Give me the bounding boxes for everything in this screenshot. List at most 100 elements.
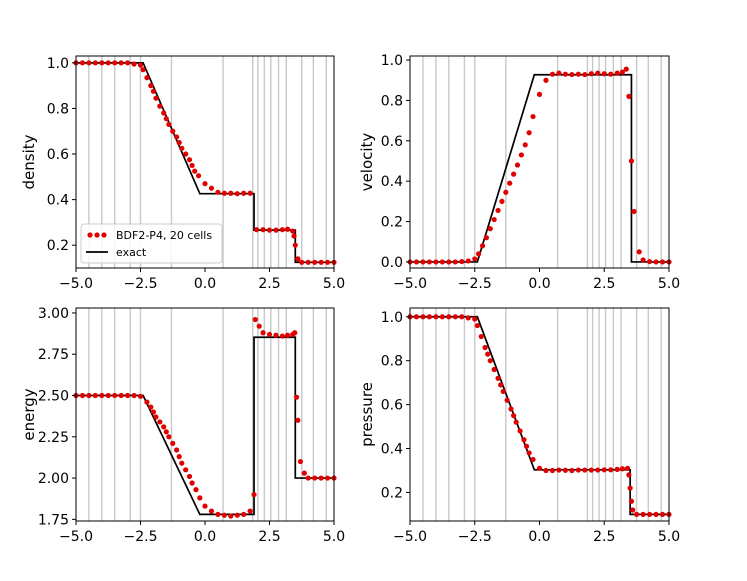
data-point xyxy=(144,75,150,81)
data-point xyxy=(125,60,131,66)
y-tick-label: 0.6 xyxy=(381,134,403,150)
legend-box xyxy=(80,223,223,264)
data-point xyxy=(472,316,478,322)
x-tick-label: 0.0 xyxy=(194,529,216,545)
data-point xyxy=(221,190,227,196)
data-point xyxy=(485,351,491,357)
data-point xyxy=(291,233,297,239)
panel-energy: −5.0 −2.5 0.0 2.5 5.0 1.75 2.00 2.25 2.50 2.75 3.0… xyxy=(20,306,345,545)
data-point xyxy=(234,512,240,518)
data-point xyxy=(305,475,311,481)
data-point xyxy=(543,77,549,83)
data-point xyxy=(653,259,659,265)
data-point xyxy=(569,467,575,474)
y-tick-label: 1.0 xyxy=(381,53,403,69)
data-point xyxy=(521,437,527,443)
x-tick-label: 2.5 xyxy=(258,276,280,292)
data-point xyxy=(208,185,215,191)
data-point xyxy=(195,173,202,179)
data-point xyxy=(523,443,530,449)
data-point xyxy=(446,259,452,265)
data-point xyxy=(118,60,124,66)
data-point xyxy=(144,399,150,405)
y-tick-label: 1.75 xyxy=(38,512,69,528)
data-point xyxy=(153,95,159,101)
data-point xyxy=(595,467,601,473)
x-tick-label: 5.0 xyxy=(323,529,345,545)
data-point xyxy=(284,332,291,338)
data-point xyxy=(179,460,185,466)
data-point xyxy=(627,485,633,491)
legend: BDF2-P4, 20 cells exact xyxy=(80,223,223,264)
data-point xyxy=(279,227,285,233)
data-point xyxy=(530,113,536,120)
data-point xyxy=(510,171,517,177)
data-point xyxy=(413,314,420,320)
data-point xyxy=(465,258,471,264)
data-point xyxy=(170,128,176,134)
data-point xyxy=(150,409,156,415)
data-point xyxy=(619,69,625,75)
data-point xyxy=(295,417,301,423)
data-point xyxy=(228,190,234,196)
data-point xyxy=(186,473,193,480)
data-point xyxy=(420,314,426,320)
data-point xyxy=(659,511,666,518)
data-point xyxy=(630,507,636,513)
y-tick-label: 0.2 xyxy=(381,215,403,231)
y-tick-label: 0.6 xyxy=(381,398,403,414)
data-point xyxy=(215,189,221,195)
data-point xyxy=(192,168,198,174)
data-point xyxy=(318,475,324,481)
legend-marker-dots xyxy=(94,232,100,238)
data-point xyxy=(174,134,180,140)
data-point xyxy=(254,227,260,233)
data-point xyxy=(197,495,203,501)
data-point xyxy=(459,314,465,320)
y-tick-label: 0.4 xyxy=(381,442,403,458)
x-tick-label: 2.5 xyxy=(593,276,615,292)
x-tick-label: 2.5 xyxy=(593,529,615,545)
data-point xyxy=(582,71,588,78)
exact-line xyxy=(76,336,334,516)
data-point xyxy=(131,61,137,67)
data-point xyxy=(426,259,433,265)
data-point xyxy=(472,256,478,262)
data-point xyxy=(318,259,324,265)
data-point xyxy=(189,480,195,486)
data-point xyxy=(562,467,569,473)
x-tick-label: −2.5 xyxy=(124,529,158,545)
data-point xyxy=(619,466,625,472)
data-point xyxy=(495,207,501,214)
data-point xyxy=(247,508,253,514)
x-tick-label: −2.5 xyxy=(458,276,492,292)
data-point xyxy=(252,316,258,323)
y-tick-label: 2.50 xyxy=(38,389,69,405)
data-point xyxy=(522,142,528,148)
data-point xyxy=(433,314,439,320)
data-point xyxy=(503,189,509,195)
x-tick-label: −5.0 xyxy=(59,529,93,545)
data-point xyxy=(646,511,653,518)
data-point xyxy=(420,259,426,265)
x-tick-label: −5.0 xyxy=(393,276,427,292)
data-point xyxy=(465,315,471,321)
legend-label: BDF2-P4, 20 cells xyxy=(116,229,212,242)
data-point xyxy=(202,503,208,509)
data-point xyxy=(500,388,506,395)
data-point xyxy=(631,208,637,215)
data-point xyxy=(193,487,199,493)
data-point xyxy=(176,454,182,460)
data-point xyxy=(614,466,620,472)
panel-density: −5.0 −2.5 0.0 2.5 5.0 0.2 0.4 0.6 0.8 1.0 density B… xyxy=(20,55,345,292)
y-tick-label: 0.0 xyxy=(381,255,403,271)
y-axis-label: energy xyxy=(20,388,38,440)
data-point xyxy=(623,66,629,72)
data-point xyxy=(179,145,185,151)
y-tick-label: 2.25 xyxy=(38,430,69,446)
data-point xyxy=(543,467,549,474)
data-point xyxy=(251,491,257,498)
data-point xyxy=(228,513,234,519)
data-point xyxy=(112,60,118,66)
data-point xyxy=(479,243,486,249)
